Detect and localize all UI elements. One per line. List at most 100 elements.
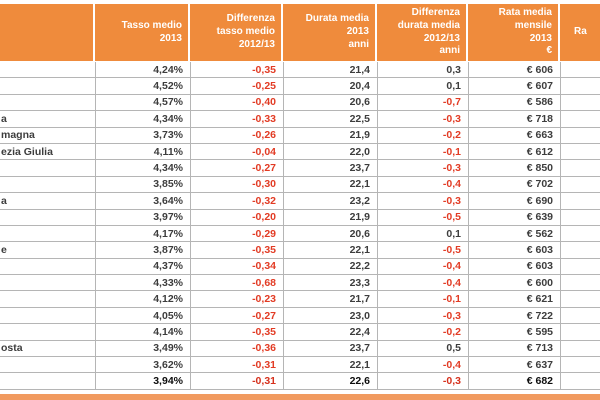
cell-cutoff-column xyxy=(560,357,600,373)
cell-rata-mensile: € 606 xyxy=(468,62,560,78)
cell-differenza-tasso: -0,20 xyxy=(190,209,283,225)
cell-differenza-tasso: -0,27 xyxy=(190,160,283,176)
cell-durata-media: 22,0 xyxy=(283,143,377,160)
cell-differenza-durata: -0,3 xyxy=(377,160,468,176)
cell-region-name: e xyxy=(1,243,7,256)
cell-durata-media: 20,4 xyxy=(283,78,377,94)
cell-region-name: osta xyxy=(1,342,23,355)
cell-durata-media: 22,1 xyxy=(283,357,377,373)
cell-rata-mensile: € 603 xyxy=(468,242,560,258)
cell-cutoff-column xyxy=(560,291,600,307)
cell-differenza-durata: -0,4 xyxy=(377,258,468,275)
cell-differenza-tasso: -0,04 xyxy=(190,143,283,160)
cell-cutoff-column xyxy=(560,307,600,324)
cell-tasso-medio: 4,11% xyxy=(95,143,190,160)
cell-cutoff-column xyxy=(560,160,600,176)
cell-region-name xyxy=(0,177,95,192)
cell-differenza-durata: -0,5 xyxy=(377,209,468,225)
cell-region-name xyxy=(0,160,95,175)
cell-tasso-medio: 3,73% xyxy=(95,127,190,143)
table-row: 3,94% -0,31 22,6 -0,3 € 682 xyxy=(0,373,600,390)
cell-tasso-medio: 4,37% xyxy=(95,258,190,275)
cell-durata-media: 23,7 xyxy=(283,340,377,357)
cell-durata-media: 22,1 xyxy=(283,176,377,193)
cell-durata-media: 22,6 xyxy=(283,373,377,389)
cell-tasso-medio: 3,85% xyxy=(95,176,190,193)
table-row: 4,34% -0,27 23,7 -0,3 € 850 xyxy=(0,160,600,177)
cell-cutoff-column xyxy=(560,193,600,209)
cell-region-name xyxy=(0,226,95,241)
next-section-orange-band xyxy=(0,394,600,400)
cell-region-name: a xyxy=(1,112,7,125)
cell-tasso-medio: 3,94% xyxy=(95,373,190,389)
table-row: ezia Giulia 4,11% -0,04 22,0 -0,1 € 612 xyxy=(0,143,600,161)
cell-differenza-tasso: -0,31 xyxy=(190,373,283,389)
cell-differenza-durata: 0,1 xyxy=(377,225,468,242)
header-rata-media: Rata media mensile 2013 € xyxy=(468,4,558,61)
cell-durata-media: 23,2 xyxy=(283,193,377,209)
cell-tasso-medio: 4,05% xyxy=(95,307,190,324)
cell-tasso-medio: 4,17% xyxy=(95,225,190,242)
cell-differenza-durata: 0,5 xyxy=(377,340,468,357)
cell-differenza-durata: -0,2 xyxy=(377,127,468,143)
cell-differenza-tasso: -0,30 xyxy=(190,176,283,193)
cell-tasso-medio: 3,97% xyxy=(95,209,190,225)
cell-region-name xyxy=(0,78,95,93)
table-row: magna 3,73% -0,26 21,9 -0,2 € 663 xyxy=(0,127,600,144)
cell-differenza-durata: -0,5 xyxy=(377,242,468,258)
cell-rata-mensile: € 682 xyxy=(468,373,560,389)
cell-rata-mensile: € 621 xyxy=(468,291,560,307)
cell-rata-mensile: € 637 xyxy=(468,357,560,373)
header-differenza-tasso: Differenza tasso medio 2012/13 xyxy=(190,4,281,61)
cell-differenza-durata: -0,4 xyxy=(377,275,468,291)
cell-tasso-medio: 3,49% xyxy=(95,340,190,357)
cell-durata-media: 20,6 xyxy=(283,94,377,111)
header-rata-cutoff: Ra xyxy=(560,4,600,61)
cell-rata-mensile: € 612 xyxy=(468,143,560,160)
cell-cutoff-column xyxy=(560,127,600,143)
cell-durata-media: 22,4 xyxy=(283,324,377,340)
cell-tasso-medio: 4,34% xyxy=(95,160,190,176)
cell-cutoff-column xyxy=(560,111,600,127)
cell-tasso-medio: 4,57% xyxy=(95,94,190,111)
table-row: 4,57% -0,40 20,6 -0,7 € 586 xyxy=(0,94,600,112)
cell-cutoff-column xyxy=(560,258,600,275)
table-row: 4,33% -0,68 23,3 -0,4 € 600 xyxy=(0,275,600,292)
cell-differenza-durata: -0,1 xyxy=(377,291,468,307)
cell-durata-media: 21,4 xyxy=(283,62,377,78)
cell-differenza-durata: -0,7 xyxy=(377,94,468,111)
table-row: 4,14% -0,35 22,4 -0,2 € 595 xyxy=(0,324,600,341)
cell-rata-mensile: € 639 xyxy=(468,209,560,225)
cell-differenza-tasso: -0,25 xyxy=(190,78,283,94)
cell-durata-media: 22,1 xyxy=(283,242,377,258)
cell-cutoff-column xyxy=(560,324,600,340)
cell-tasso-medio: 4,12% xyxy=(95,291,190,307)
cell-durata-media: 21,9 xyxy=(283,209,377,225)
cell-durata-media: 23,3 xyxy=(283,275,377,291)
table-row: a 3,64% -0,32 23,2 -0,3 € 690 xyxy=(0,193,600,210)
cell-differenza-tasso: -0,26 xyxy=(190,127,283,143)
cell-cutoff-column xyxy=(560,176,600,193)
cell-tasso-medio: 4,52% xyxy=(95,78,190,94)
cell-region-name xyxy=(0,210,95,225)
cell-durata-media: 23,0 xyxy=(283,307,377,324)
cell-rata-mensile: € 663 xyxy=(468,127,560,143)
cell-differenza-durata: -0,3 xyxy=(377,193,468,209)
cell-rata-mensile: € 702 xyxy=(468,176,560,193)
cell-rata-mensile: € 722 xyxy=(468,307,560,324)
table-row: 4,05% -0,27 23,0 -0,3 € 722 xyxy=(0,307,600,325)
cell-differenza-durata: -0,2 xyxy=(377,324,468,340)
cell-region-name xyxy=(0,259,95,274)
cell-cutoff-column xyxy=(560,94,600,111)
cell-rata-mensile: € 718 xyxy=(468,111,560,127)
cell-differenza-durata: -0,4 xyxy=(377,176,468,193)
cell-differenza-tasso: -0,27 xyxy=(190,307,283,324)
cell-rata-mensile: € 600 xyxy=(468,275,560,291)
cell-differenza-durata: 0,1 xyxy=(377,78,468,94)
cell-tasso-medio: 4,24% xyxy=(95,62,190,78)
cell-differenza-tasso: -0,33 xyxy=(190,111,283,127)
cell-cutoff-column xyxy=(560,275,600,291)
cell-differenza-tasso: -0,35 xyxy=(190,242,283,258)
cell-cutoff-column xyxy=(560,209,600,225)
